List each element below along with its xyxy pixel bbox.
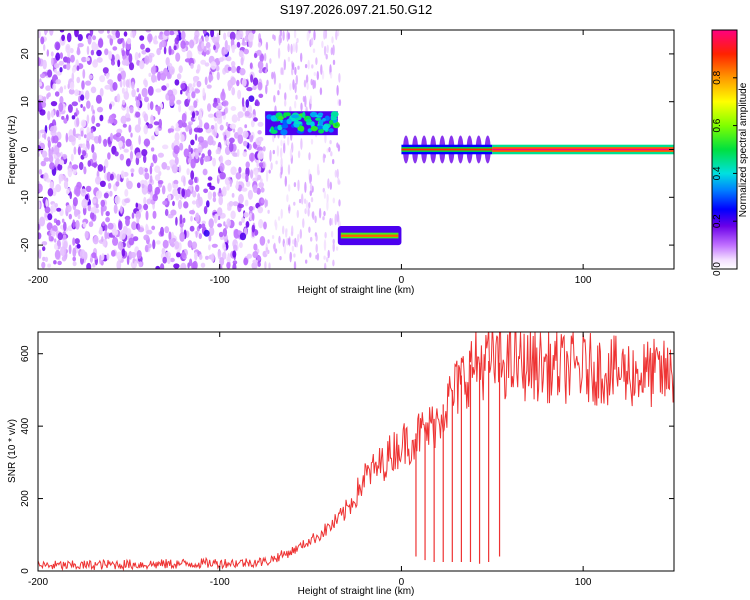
snr-x-tick-label: 0 — [399, 577, 405, 588]
spectrogram-x-tick-label: -200 — [28, 275, 48, 286]
spectrogram-x-label: Height of straight line (km) — [298, 285, 415, 296]
snr-x-label: Height of straight line (km) — [298, 586, 415, 597]
spectrogram-marks — [38, 30, 674, 269]
snr-y-tick-label: 400 — [20, 417, 31, 434]
spectrogram-y-tick-label: 10 — [20, 96, 31, 108]
spectrogram-x-tick-label: 100 — [575, 275, 592, 286]
colorbar: 0.0 0.2 0.4 0.6 0.8 Normalized spectral ampl… — [711, 29, 749, 276]
colorbar-tick-label: 0.4 — [712, 166, 723, 180]
spectrogram-y-tick-label: -20 — [20, 237, 31, 252]
snr-panel: -200 -100 0 100 0 200 400 600 Height of straig… — [7, 331, 675, 597]
snr-y-tick-label: 200 — [20, 490, 31, 507]
colorbar-gradient — [711, 29, 738, 270]
colorbar-label: Normalized spectral amplitude — [738, 82, 749, 217]
snr-dropouts — [415, 360, 501, 564]
snr-series-line — [38, 332, 674, 571]
spectrogram-x-ticks: -200 -100 0 100 — [28, 30, 592, 286]
snr-y-label: SNR (10 * v/v) — [7, 419, 18, 483]
spectrogram-feature-noise — [38, 30, 342, 269]
spectrogram-x-tick-label: -100 — [210, 275, 230, 286]
snr-x-tick-label: 100 — [575, 577, 592, 588]
snr-x-ticks: -200 -100 0 100 — [28, 332, 592, 588]
spectrogram-y-label: Frequency (Hz) — [7, 116, 18, 185]
spectrogram-y-tick-label: -10 — [20, 190, 31, 205]
colorbar-tick-label: 0.0 — [712, 262, 723, 276]
snr-y-tick-label: 0 — [20, 568, 31, 574]
snr-frame — [37, 331, 675, 572]
colorbar-tick-label: 0.6 — [712, 118, 723, 132]
spectrogram-feature-signal-zero-pulsed — [401, 135, 493, 164]
colorbar-ticks: 0.0 0.2 0.4 0.6 0.8 — [712, 70, 737, 276]
spectrogram-y-tick-label: 0 — [20, 146, 31, 152]
spectrogram-feature-signal-zero-steady — [492, 144, 674, 155]
snr-x-tick-label: -200 — [28, 577, 48, 588]
figure-title: S197.2026.097.21.50.G12 — [280, 2, 433, 17]
snr-x-tick-label: -100 — [210, 577, 230, 588]
spectrogram-y-tick-label: 20 — [20, 48, 31, 60]
spectrogram-feature-signal-low — [337, 225, 402, 246]
spectrogram-x-tick-label: 0 — [399, 275, 405, 286]
spectrogram-feature-signal-high — [265, 111, 340, 136]
snr-y-ticks: 0 200 400 600 — [20, 345, 674, 574]
snr-y-tick-label: 600 — [20, 345, 31, 362]
spectrogram-y-ticks: -20 -10 0 10 20 — [20, 48, 674, 252]
colorbar-tick-label: 0.2 — [712, 214, 723, 228]
colorbar-tick-label: 0.8 — [712, 70, 723, 84]
